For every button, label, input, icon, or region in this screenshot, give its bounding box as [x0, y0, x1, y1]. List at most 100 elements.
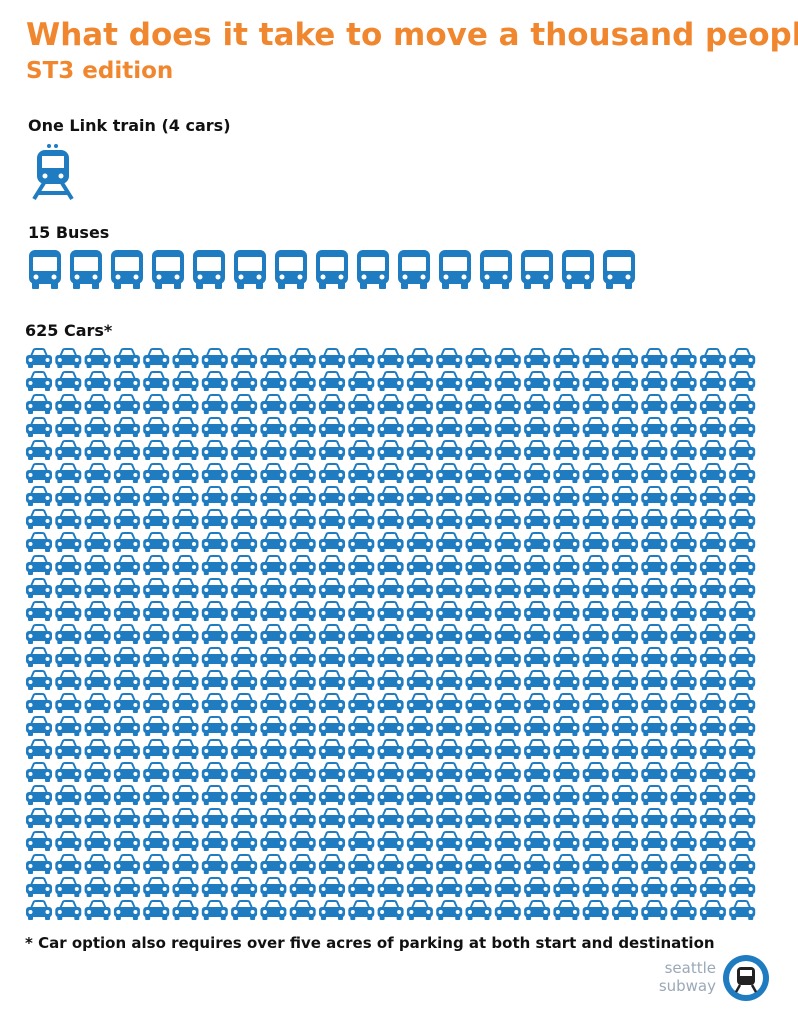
- car-icon: [231, 739, 258, 759]
- car-icon: [612, 716, 638, 736]
- car-icon: [231, 371, 258, 391]
- car-icon: [260, 808, 287, 828]
- car-icon: [231, 785, 258, 805]
- car-icon: [84, 601, 111, 621]
- car-icon: [113, 831, 140, 851]
- car-icon: [201, 509, 228, 529]
- logo-text: subway: [659, 977, 716, 995]
- car-icon: [172, 440, 199, 460]
- car-icon: [113, 900, 140, 920]
- car-icon: [465, 762, 492, 782]
- car-icon: [172, 900, 199, 920]
- car-icon: [319, 716, 345, 736]
- car-icon: [348, 578, 375, 598]
- car-icon: [26, 785, 52, 805]
- car-icon: [553, 739, 580, 759]
- car-icon: [524, 647, 551, 667]
- car-icon: [260, 739, 287, 759]
- car-icon: [612, 348, 638, 368]
- car-icon: [494, 808, 521, 828]
- car-icon: [699, 348, 726, 368]
- car-icon: [524, 693, 551, 713]
- car-icon: [436, 486, 463, 506]
- car-icon: [289, 739, 316, 759]
- car-icon: [436, 831, 463, 851]
- car-icon: [377, 647, 404, 667]
- car-icon: [729, 831, 756, 851]
- car-icon: [260, 785, 287, 805]
- car-icon: [524, 463, 551, 483]
- car-icon: [670, 808, 697, 828]
- car-icon: [670, 693, 697, 713]
- car-icon: [201, 486, 228, 506]
- car-icon: [201, 785, 228, 805]
- car-icon: [172, 693, 199, 713]
- car-icon: [201, 440, 228, 460]
- bus-icon: [152, 250, 184, 289]
- bus-icon: [398, 250, 430, 289]
- car-icon: [553, 624, 580, 644]
- car-icon: [260, 624, 287, 644]
- car-icon: [319, 601, 345, 621]
- car-icon: [436, 624, 463, 644]
- car-icon: [84, 693, 111, 713]
- car-icon: [143, 394, 170, 414]
- car-icon: [289, 394, 316, 414]
- car-icon: [231, 624, 258, 644]
- car-icon: [436, 601, 463, 621]
- car-icon: [377, 624, 404, 644]
- car-icon: [113, 532, 140, 552]
- car-icon: [55, 348, 82, 368]
- car-icon: [172, 417, 199, 437]
- car-icon: [729, 739, 756, 759]
- car-icon: [260, 509, 287, 529]
- car-icon: [406, 831, 433, 851]
- car-icon: [113, 693, 140, 713]
- car-icon: [260, 647, 287, 667]
- car-icon: [26, 716, 52, 736]
- car-icon: [729, 670, 756, 690]
- car-icon: [231, 716, 258, 736]
- car-icon: [143, 532, 170, 552]
- logo-icon: [723, 955, 769, 1001]
- car-icon: [84, 394, 111, 414]
- car-icon: [641, 371, 668, 391]
- bus-icon: [521, 250, 553, 289]
- car-icon: [84, 463, 111, 483]
- car-icon: [494, 509, 521, 529]
- car-icon: [582, 647, 609, 667]
- car-icon: [670, 578, 697, 598]
- car-icon: [670, 716, 697, 736]
- car-icon: [612, 647, 638, 667]
- car-icon: [670, 532, 697, 552]
- car-icon: [436, 670, 463, 690]
- car-icon: [612, 670, 638, 690]
- car-icon: [494, 647, 521, 667]
- car-icon: [289, 831, 316, 851]
- car-icon: [348, 486, 375, 506]
- car-icon: [465, 348, 492, 368]
- car-icon: [260, 601, 287, 621]
- car-icon: [699, 877, 726, 897]
- car-icon: [143, 601, 170, 621]
- car-icon: [26, 877, 52, 897]
- car-icon: [260, 693, 287, 713]
- car-icon: [26, 647, 52, 667]
- car-icon: [406, 808, 433, 828]
- car-icon: [641, 624, 668, 644]
- car-icon: [172, 394, 199, 414]
- car-icon: [699, 486, 726, 506]
- car-icon: [55, 670, 82, 690]
- car-icon: [143, 900, 170, 920]
- car-icon: [582, 509, 609, 529]
- car-icon: [670, 647, 697, 667]
- car-icon: [465, 693, 492, 713]
- car-icon: [231, 348, 258, 368]
- car-icon: [729, 532, 756, 552]
- car-icon: [231, 900, 258, 920]
- car-icon: [319, 877, 345, 897]
- car-icon: [582, 900, 609, 920]
- car-icon: [319, 670, 345, 690]
- car-icon: [641, 854, 668, 874]
- car-icon: [699, 555, 726, 575]
